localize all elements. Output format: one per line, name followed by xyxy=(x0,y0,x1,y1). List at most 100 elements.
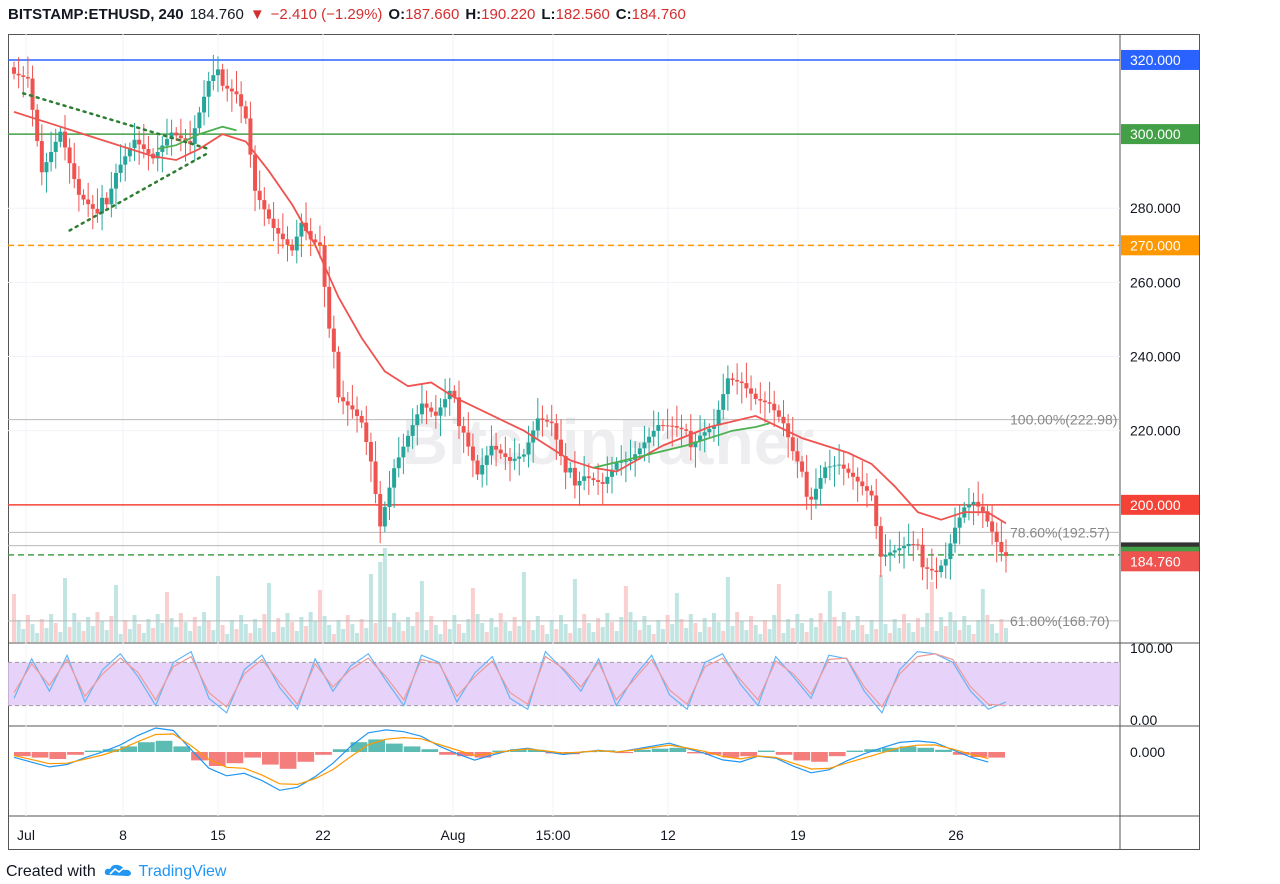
volume-bar xyxy=(141,633,146,642)
volume-bar xyxy=(113,585,118,642)
volume-bar xyxy=(49,614,54,642)
candle-body xyxy=(674,426,679,428)
volume-bar xyxy=(457,624,462,642)
chart-frame[interactable]: BitcoinFather 100.00%(222.98)78.60%(192.… xyxy=(8,34,1200,850)
candle-body xyxy=(800,461,805,472)
volume-bar xyxy=(489,618,494,642)
volume-bar xyxy=(591,632,596,642)
fib-level-label: 100.00%(222.98) xyxy=(1010,412,1117,428)
volume-bar xyxy=(647,625,652,642)
macd-histogram-bar xyxy=(758,750,775,752)
candle-body xyxy=(878,526,883,557)
volume-bar xyxy=(934,631,939,642)
moving-average-green-line xyxy=(593,422,770,469)
candle-body xyxy=(470,446,475,461)
price-label-text: 200.000 xyxy=(1130,497,1181,513)
stochastic-tick-label: 0.00 xyxy=(1130,712,1157,728)
candle-body xyxy=(577,480,582,486)
volume-bar xyxy=(123,620,128,642)
volume-bar xyxy=(651,634,656,642)
candle-body xyxy=(596,480,601,482)
macd-histogram-bar xyxy=(935,749,952,752)
macd-line xyxy=(13,733,989,786)
volume-bar xyxy=(962,616,967,642)
volume-bar xyxy=(178,613,183,642)
volume-bar xyxy=(948,612,953,642)
candle-body xyxy=(735,379,740,382)
candle-body xyxy=(141,144,146,150)
volume-bar xyxy=(762,620,767,642)
volume-bar xyxy=(137,624,142,642)
volume-bar xyxy=(132,615,137,642)
volume-bar xyxy=(44,628,49,642)
candle-body xyxy=(39,141,44,173)
candle-body xyxy=(568,467,573,473)
candle-body xyxy=(846,468,851,473)
candle-body xyxy=(16,73,21,76)
candle-body xyxy=(994,531,999,542)
candle-body xyxy=(294,236,299,251)
volume-bar xyxy=(30,624,35,642)
candle-body xyxy=(508,457,512,461)
volume-bar xyxy=(832,617,837,642)
candle-body xyxy=(137,139,142,145)
time-tick-label: 12 xyxy=(660,827,676,843)
volume-bar xyxy=(225,634,230,642)
candle-body xyxy=(276,228,281,234)
candle-body xyxy=(364,422,369,442)
symbol-header: BITSTAMP:ETHUSD, 240 184.760 ▼ −2.410 (−1.2… xyxy=(8,4,692,26)
candle-body xyxy=(744,383,749,389)
macd-histogram-bar xyxy=(208,752,226,766)
candle-body xyxy=(985,511,990,522)
candle-body xyxy=(628,460,633,462)
macd-histogram-bar xyxy=(279,752,297,769)
tradingview-link[interactable]: TradingView xyxy=(138,863,227,880)
volume-bar xyxy=(392,613,397,642)
candle-body xyxy=(786,423,791,438)
macd-histogram-bar xyxy=(492,750,509,752)
volume-bar xyxy=(248,633,253,642)
volume-bar xyxy=(466,619,471,642)
candle-body xyxy=(12,67,16,74)
volume-bar xyxy=(554,629,559,642)
volume-bar xyxy=(925,613,930,642)
volume-bar xyxy=(660,629,665,642)
candle-body xyxy=(642,442,647,449)
volume-bar xyxy=(100,621,105,642)
stochastic-tick-label: 100.00 xyxy=(1130,640,1173,656)
candle-body xyxy=(976,501,981,507)
candle-body xyxy=(498,449,503,454)
candle-body xyxy=(990,521,995,532)
candle-body xyxy=(688,430,693,448)
volume-bar xyxy=(433,625,438,642)
candle-body xyxy=(109,188,114,205)
candle-body xyxy=(730,378,735,380)
volume-bar xyxy=(971,634,976,642)
macd-histogram-bar xyxy=(191,752,208,761)
candle-body xyxy=(716,409,721,426)
candle-body xyxy=(396,457,401,469)
volume-bar xyxy=(262,614,267,642)
candle-body xyxy=(424,403,429,408)
macd-histogram-bar xyxy=(173,746,191,752)
volume-bar xyxy=(957,630,962,642)
candle-body xyxy=(62,131,67,148)
volume-bar xyxy=(382,548,387,642)
volume-bar xyxy=(707,627,712,642)
volume-bar xyxy=(67,627,72,642)
volume-bar xyxy=(160,623,165,642)
candle-body xyxy=(721,394,726,410)
candle-body xyxy=(44,162,49,173)
volume-bar xyxy=(721,631,726,642)
time-tick-label: 22 xyxy=(315,827,331,843)
volume-bar xyxy=(702,618,707,642)
volume-bar xyxy=(633,621,638,642)
candle-body xyxy=(851,472,856,477)
macd-histogram-bar xyxy=(775,752,793,755)
candle-body xyxy=(767,402,772,404)
candle-body xyxy=(257,190,262,201)
macd-histogram-bar xyxy=(244,752,261,758)
candle-body xyxy=(368,441,373,462)
volume-bar xyxy=(475,614,480,642)
candle-body xyxy=(549,421,554,424)
